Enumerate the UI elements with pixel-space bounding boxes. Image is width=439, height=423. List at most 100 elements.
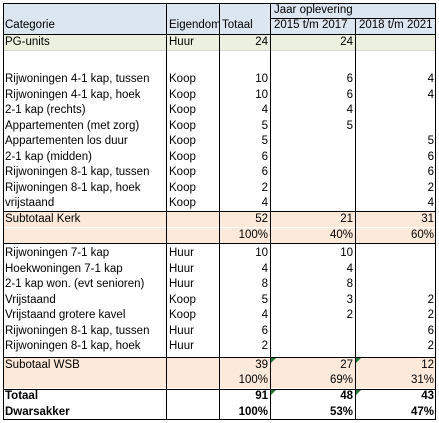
cell-eigendom[interactable]: Koop: [169, 88, 196, 101]
cell-eigendom[interactable]: Huur: [169, 262, 194, 275]
header-2015-2017[interactable]: 2015 t/m 2017: [274, 19, 348, 31]
table-row[interactable]: Vrijstaand grotere kavel Koop 4 2 2: [3, 308, 436, 323]
table-row[interactable]: Rijwoningen 7-1 kap Huur 10 10: [3, 246, 436, 261]
cell-2015-2017[interactable]: [271, 196, 355, 211]
cell-eigendom[interactable]: Koop: [169, 293, 196, 306]
cell-2018-2021[interactable]: 6: [427, 324, 434, 337]
cell-eigendom[interactable]: Koop: [169, 309, 196, 321]
cell-2018-2021[interactable]: 2: [427, 181, 434, 194]
cell-2015-2017-pct[interactable]: 40%: [329, 228, 353, 241]
table-row[interactable]: Rijwoningen 8-1 kap, tussen Koop 6 6: [3, 165, 436, 180]
cell-totaal[interactable]: 6: [261, 324, 268, 337]
cell-2015-2017[interactable]: [271, 134, 355, 149]
cell-2015-2017[interactable]: [271, 150, 355, 165]
cell-categorie[interactable]: Appartementen los duur: [5, 135, 128, 147]
cell-categorie[interactable]: PG-units: [5, 36, 50, 48]
cell-eigendom[interactable]: Huur: [169, 340, 194, 352]
header-totaal[interactable]: Totaal: [222, 19, 253, 31]
cell-2018-2021[interactable]: [356, 262, 436, 277]
cell-totaal[interactable]: 10: [255, 73, 268, 85]
cell-totaal[interactable]: 52: [255, 213, 268, 225]
table-row[interactable]: Rijwoningen 8-1 kap, tussen Huur 6 6: [3, 324, 436, 339]
cell-2018-2021[interactable]: 5: [427, 135, 434, 147]
cell-eigendom[interactable]: Huur: [169, 324, 194, 337]
header-2018-2021[interactable]: 2018 t/m 2021: [359, 19, 433, 31]
cell-2015-2017[interactable]: 48: [340, 390, 353, 402]
cell-2018-2021[interactable]: 2: [427, 340, 434, 352]
cell-2018-2021[interactable]: 43: [421, 390, 434, 402]
cell-totaal[interactable]: 91: [255, 390, 268, 402]
header-jaar-oplevering[interactable]: Jaar oplevering: [274, 4, 353, 16]
cell-2015-2017[interactable]: [271, 339, 355, 354]
cell-eigendom[interactable]: Huur: [169, 247, 194, 259]
cell-categorie[interactable]: Rijwoningen 8-1 kap, hoek: [5, 340, 141, 352]
table-row[interactable]: Rijwoningen 8-1 kap, hoek Koop 2 2: [3, 181, 436, 196]
cell-2018-2021[interactable]: 6: [427, 150, 434, 163]
cell-categorie[interactable]: Rijwoningen 8-1 kap, tussen: [5, 324, 150, 337]
cell-eigendom[interactable]: Koop: [169, 197, 196, 209]
cell-categorie[interactable]: Rijwoningen 4-1 kap, hoek: [5, 88, 141, 101]
cell-totaal[interactable]: 24: [255, 36, 268, 48]
cell-categorie[interactable]: Subotaal WSB: [5, 358, 80, 371]
cell-eigendom[interactable]: Koop: [169, 104, 196, 116]
cell-totaal[interactable]: 10: [255, 247, 268, 259]
cell-2015-2017[interactable]: 5: [346, 119, 353, 132]
cell-2015-2017[interactable]: 53%: [329, 405, 353, 418]
cell-2018-2021[interactable]: [356, 35, 436, 50]
cell-2018-2021[interactable]: 12: [421, 358, 434, 371]
cell-totaal[interactable]: 5: [261, 119, 268, 132]
cell-2015-2017[interactable]: [271, 165, 355, 180]
header-eigendom[interactable]: Eigendom: [169, 19, 219, 31]
error-marker-icon[interactable]: [356, 389, 361, 395]
cell-2018-2021[interactable]: [356, 119, 436, 134]
cell-eigendom[interactable]: Koop: [169, 73, 196, 85]
cell-2018-2021[interactable]: 6: [427, 166, 434, 178]
cell-categorie[interactable]: Appartementen (met zorg): [5, 119, 140, 132]
error-marker-icon[interactable]: [271, 358, 276, 363]
cell-categorie[interactable]: Totaal: [5, 390, 39, 402]
table-row[interactable]: Rijwoningen 4-1 kap, tussen Koop 10 6 4: [3, 72, 436, 87]
cell-totaal[interactable]: 5: [261, 293, 268, 306]
cell-categorie[interactable]: Rijwoningen 8-1 kap, tussen: [5, 166, 150, 178]
cell-2018-2021[interactable]: 2: [427, 309, 434, 321]
cell-totaal[interactable]: 100%: [238, 405, 268, 418]
cell-2018-2021[interactable]: 31: [421, 213, 434, 225]
cell-totaal[interactable]: 39: [255, 358, 268, 371]
cell-2015-2017[interactable]: 27: [340, 358, 353, 371]
cell-totaal[interactable]: 10: [255, 88, 268, 101]
table-row[interactable]: 2-1 kap (rechts) Koop 4 4: [3, 103, 436, 118]
cell-2015-2017[interactable]: 24: [340, 36, 353, 48]
cell-2015-2017[interactable]: 21: [340, 213, 353, 225]
cell-2018-2021[interactable]: 2: [427, 293, 434, 306]
cell-2018-2021-pct[interactable]: 31%: [410, 374, 434, 386]
cell-2015-2017-pct[interactable]: 69%: [329, 374, 353, 386]
cell-eigendom[interactable]: Koop: [169, 119, 196, 132]
cell-categorie[interactable]: Vrijstaand: [5, 293, 56, 306]
cell-totaal[interactable]: 4: [261, 104, 268, 116]
table-row[interactable]: Appartementen los duur Koop 5 5: [3, 134, 436, 149]
cell-2018-2021[interactable]: 47%: [410, 405, 434, 418]
cell-2018-2021[interactable]: 4: [427, 197, 434, 209]
cell-categorie[interactable]: Rijwoningen 8-1 kap, hoek: [5, 181, 141, 194]
error-marker-icon[interactable]: [271, 389, 276, 395]
cell-totaal[interactable]: 4: [261, 197, 268, 209]
table-row[interactable]: 2-1 kap won. (evt senioren) Huur 8 8: [3, 277, 436, 292]
cell-totaal-pct[interactable]: 100%: [238, 374, 268, 386]
cell-2018-2021[interactable]: 4: [427, 73, 434, 85]
table-row[interactable]: Appartementen (met zorg) Koop 5 5: [3, 119, 436, 134]
cell-totaal[interactable]: 4: [261, 262, 268, 275]
table-row-dwarsakker[interactable]: Dwarsakker 100% 53% 47%: [3, 405, 436, 420]
cell-categorie[interactable]: Rijwoningen 7-1 kap: [5, 247, 110, 259]
cell-eigendom[interactable]: Koop: [169, 166, 196, 178]
table-row[interactable]: vrijstaand Koop 4 4: [3, 196, 436, 211]
cell-2018-2021[interactable]: 4: [427, 88, 434, 101]
table-row[interactable]: Hoekwoningen 7-1 kap Huur 4 4: [3, 262, 436, 277]
cell-2015-2017[interactable]: 3: [346, 293, 353, 306]
cell-totaal[interactable]: 6: [261, 150, 268, 163]
cell-eigendom[interactable]: Huur: [169, 36, 194, 48]
cell-2015-2017[interactable]: 4: [346, 104, 353, 116]
header-categorie[interactable]: Categorie: [5, 19, 55, 31]
cell-eigendom[interactable]: Koop: [169, 150, 196, 163]
cell-eigendom[interactable]: Huur: [169, 278, 194, 290]
cell-2018-2021-pct[interactable]: 60%: [410, 228, 434, 241]
